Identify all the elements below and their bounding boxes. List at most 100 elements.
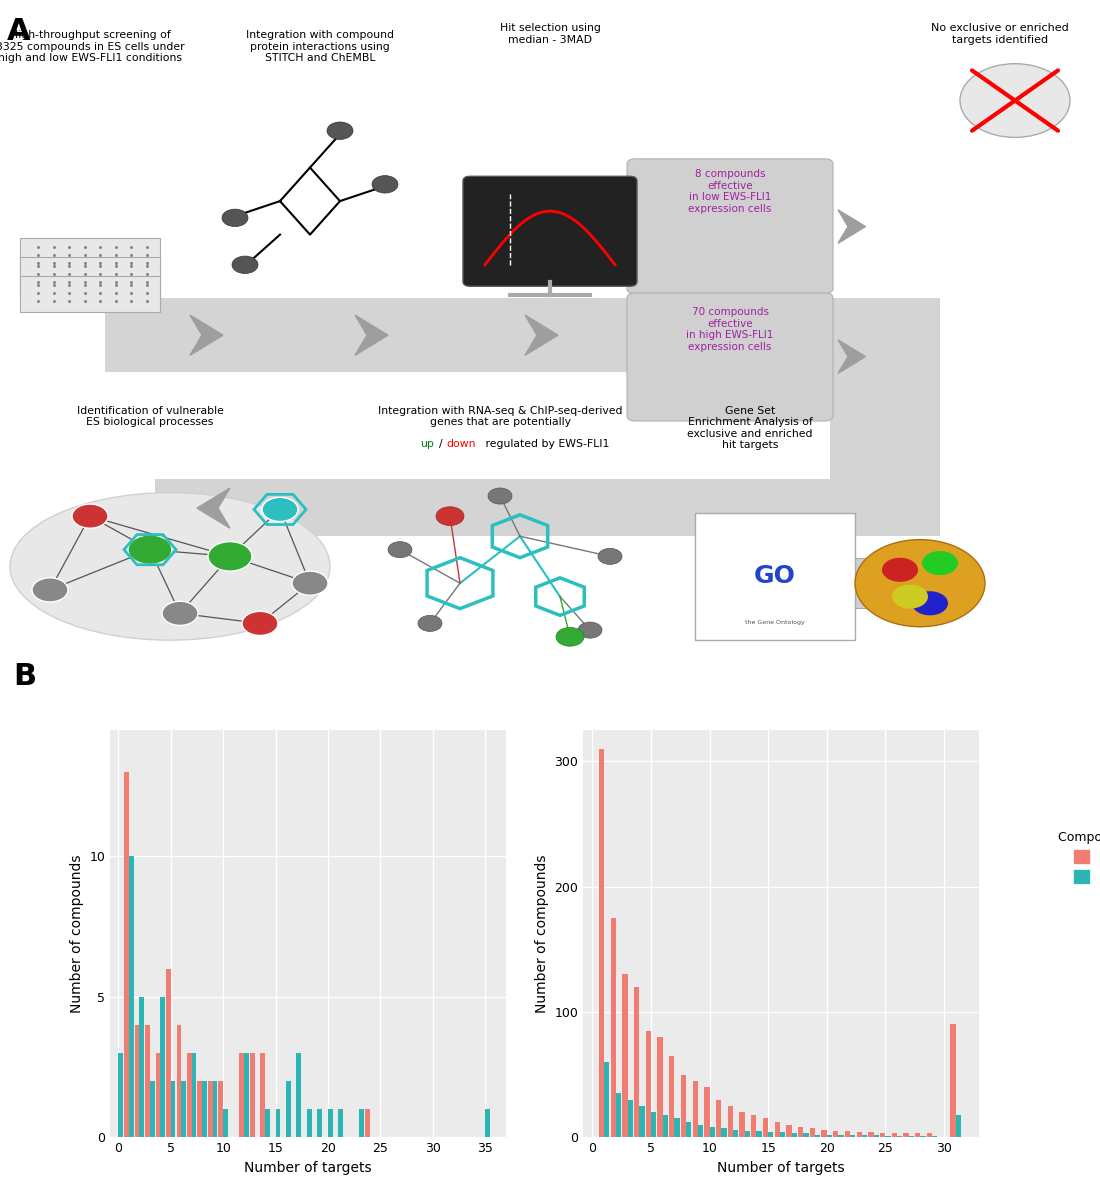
- Bar: [669, 1056, 674, 1137]
- Circle shape: [578, 622, 602, 638]
- Bar: [145, 1025, 150, 1137]
- Bar: [927, 1134, 932, 1137]
- Bar: [728, 1106, 733, 1137]
- Text: down: down: [446, 439, 475, 449]
- Bar: [639, 1106, 645, 1137]
- Bar: [182, 1081, 186, 1137]
- Polygon shape: [838, 340, 866, 373]
- Bar: [697, 1125, 703, 1137]
- Bar: [634, 986, 639, 1137]
- Bar: [733, 1130, 738, 1137]
- Bar: [815, 1135, 821, 1137]
- Bar: [598, 749, 604, 1137]
- Bar: [896, 1136, 902, 1137]
- Bar: [810, 1129, 815, 1137]
- Bar: [833, 1131, 838, 1137]
- Bar: [745, 1131, 750, 1137]
- FancyBboxPatch shape: [627, 293, 833, 421]
- Text: 8 compounds
effective
in low EWS-FLI1
expression cells: 8 compounds effective in low EWS-FLI1 ex…: [689, 169, 772, 214]
- Text: Integration with compound
protein interactions using
STITCH and ChEMBL: Integration with compound protein intera…: [246, 30, 394, 63]
- FancyBboxPatch shape: [627, 159, 833, 293]
- Bar: [646, 1031, 651, 1137]
- Bar: [365, 1110, 370, 1137]
- FancyBboxPatch shape: [104, 298, 750, 372]
- Bar: [360, 1110, 364, 1137]
- Bar: [265, 1110, 269, 1137]
- Y-axis label: Number of compounds: Number of compounds: [69, 855, 84, 1013]
- FancyBboxPatch shape: [843, 558, 877, 608]
- X-axis label: Number of targets: Number of targets: [717, 1161, 845, 1174]
- Bar: [892, 1134, 896, 1137]
- Bar: [202, 1081, 207, 1137]
- FancyBboxPatch shape: [695, 512, 855, 640]
- Circle shape: [222, 209, 248, 226]
- Bar: [827, 1135, 832, 1137]
- Circle shape: [436, 506, 464, 525]
- Bar: [798, 1128, 803, 1137]
- Circle shape: [922, 551, 958, 575]
- Bar: [768, 1132, 773, 1137]
- Text: Gene Set
Enrichment Analysis of
exclusive and enriched
hit targets: Gene Set Enrichment Analysis of exclusiv…: [688, 406, 813, 450]
- Circle shape: [262, 498, 298, 522]
- Circle shape: [388, 541, 412, 558]
- Bar: [297, 1053, 301, 1137]
- Text: Hit selection using
median - 3MAD: Hit selection using median - 3MAD: [499, 24, 601, 45]
- Bar: [716, 1100, 722, 1137]
- Bar: [485, 1110, 490, 1137]
- Bar: [244, 1053, 249, 1137]
- Polygon shape: [355, 315, 388, 356]
- Bar: [762, 1118, 768, 1137]
- Bar: [187, 1053, 191, 1137]
- Bar: [739, 1112, 745, 1137]
- Bar: [780, 1132, 785, 1137]
- Bar: [250, 1053, 254, 1137]
- Bar: [704, 1087, 710, 1137]
- Bar: [155, 1053, 161, 1137]
- FancyBboxPatch shape: [20, 275, 160, 312]
- Bar: [838, 1135, 844, 1137]
- Bar: [191, 1053, 197, 1137]
- Bar: [208, 1081, 212, 1137]
- Circle shape: [598, 548, 622, 565]
- Bar: [850, 1135, 856, 1137]
- Bar: [921, 1136, 926, 1137]
- FancyBboxPatch shape: [155, 479, 895, 536]
- Circle shape: [128, 535, 172, 565]
- Bar: [198, 1081, 202, 1137]
- Bar: [722, 1129, 726, 1137]
- Bar: [861, 1135, 867, 1137]
- Bar: [627, 1100, 632, 1137]
- Circle shape: [292, 571, 328, 595]
- Text: No exclusive or enriched
targets identified: No exclusive or enriched targets identif…: [931, 24, 1069, 45]
- Bar: [134, 1025, 140, 1137]
- Circle shape: [855, 540, 984, 627]
- Circle shape: [892, 584, 928, 608]
- Bar: [616, 1093, 622, 1137]
- Bar: [674, 1118, 680, 1137]
- Bar: [261, 1053, 265, 1137]
- Bar: [681, 1075, 686, 1137]
- Bar: [212, 1081, 218, 1137]
- Bar: [903, 1134, 909, 1137]
- Bar: [219, 1081, 223, 1137]
- Bar: [223, 1110, 228, 1137]
- Circle shape: [882, 558, 918, 582]
- Y-axis label: Number of compounds: Number of compounds: [535, 855, 549, 1013]
- Bar: [886, 1136, 891, 1137]
- Text: /: /: [439, 439, 442, 449]
- Circle shape: [912, 591, 948, 615]
- Bar: [176, 1025, 182, 1137]
- Legend: Experimental, FDA: Experimental, FDA: [1053, 826, 1100, 888]
- Circle shape: [208, 541, 252, 571]
- Bar: [328, 1110, 332, 1137]
- Bar: [240, 1053, 244, 1137]
- Bar: [950, 1025, 956, 1137]
- Circle shape: [327, 122, 353, 139]
- Text: Identification of vulnerable
ES biological processes: Identification of vulnerable ES biologic…: [77, 406, 223, 427]
- Bar: [161, 997, 165, 1137]
- Text: Integration with RNA-seq & ChIP-seq-derived
genes that are potentially: Integration with RNA-seq & ChIP-seq-deri…: [377, 406, 623, 427]
- Polygon shape: [197, 488, 230, 528]
- FancyBboxPatch shape: [20, 256, 160, 293]
- Bar: [693, 1081, 697, 1137]
- Bar: [873, 1135, 879, 1137]
